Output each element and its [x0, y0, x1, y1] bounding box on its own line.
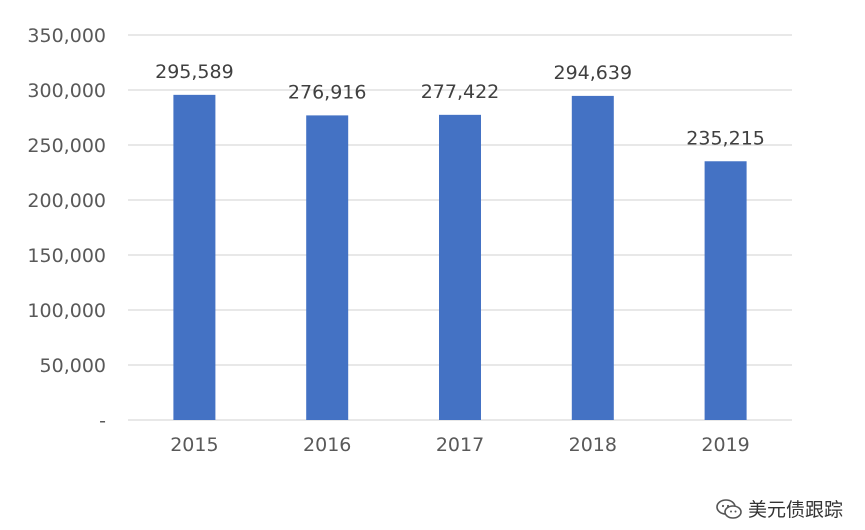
x-tick-label: 2018 — [569, 434, 617, 456]
y-tick-label: 150,000 — [27, 245, 106, 267]
y-tick-label: 350,000 — [27, 25, 106, 47]
bar-2015 — [173, 94, 216, 420]
bar-2017 — [439, 114, 481, 420]
x-tick-label: 2019 — [701, 434, 749, 456]
y-tick-label: 250,000 — [27, 135, 106, 157]
watermark-text: 美元债跟踪 — [747, 499, 843, 521]
y-tick-label: 50,000 — [40, 355, 106, 377]
wechat-icon — [716, 498, 742, 519]
y-tick-label: - — [99, 410, 106, 432]
x-tick-label: 2015 — [170, 434, 218, 456]
data-label-2019: 235,215 — [686, 127, 765, 149]
data-labels: 295,589 276,916 277,422 294,639 235,215 — [155, 61, 765, 149]
x-tick-label: 2016 — [303, 434, 351, 456]
watermark: 美元债跟踪 — [716, 495, 843, 522]
bars — [173, 94, 747, 421]
y-axis-ticks: - 50,000 100,000 150,000 200,000 250,000 300,0… — [27, 25, 106, 432]
bar-2018 — [571, 95, 614, 421]
y-tick-label: 100,000 — [27, 300, 106, 322]
y-tick-label: 300,000 — [27, 80, 106, 102]
bar-2016 — [306, 115, 349, 421]
bar-2019 — [704, 161, 747, 421]
data-label-2018: 294,639 — [554, 62, 633, 84]
data-label-2017: 277,422 — [421, 81, 500, 103]
x-tick-label: 2017 — [436, 434, 484, 456]
data-label-2016: 276,916 — [288, 81, 367, 103]
data-label-2015: 295,589 — [155, 61, 234, 83]
x-axis-ticks: 2015 2016 2017 2018 2019 — [170, 434, 750, 456]
y-tick-label: 200,000 — [27, 190, 106, 212]
